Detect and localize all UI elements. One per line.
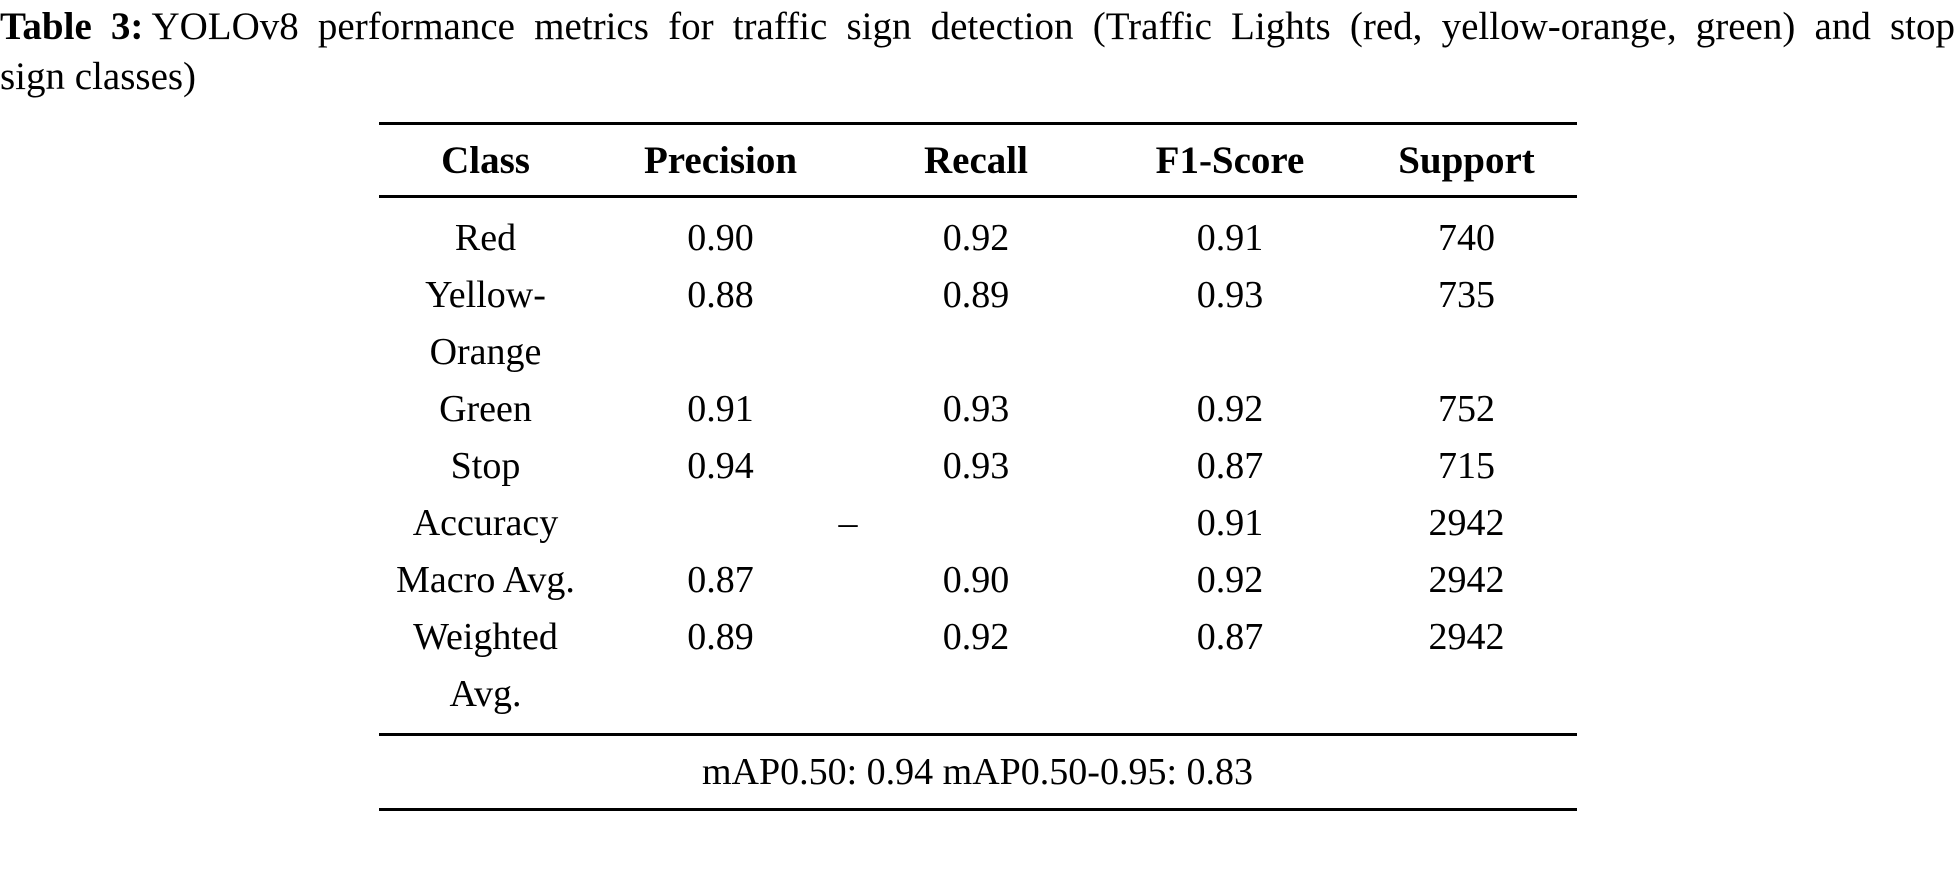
row-accuracy: Accuracy – 0.91 2942 [379,495,1577,552]
cell-class: Green [439,388,532,430]
cell-recall: 0.90 [942,559,1010,601]
cell-support: 2942 [1428,559,1505,601]
table-header: Class Precision Recall F1-Score Support [378,124,1577,197]
cell-precision: 0.88 [687,274,754,316]
cell-f1: 0.92 [1196,559,1264,601]
cell-f1: 0.91 [1196,502,1264,544]
cell-class: Macro Avg. [396,559,575,601]
cell-recall: 0.93 [942,445,1010,487]
caption-line-1: Table 3: YOLOv8 performance metrics for t… [0,2,1955,52]
row-red: Red 0.90 0.92 0.91 740 [379,197,1577,268]
table-footer: mAP0.50: 0.94 mAP0.50-0.95: 0.83 [378,734,1577,810]
cell-precision: 0.94 [687,445,754,487]
cell-precision: 0.90 [687,217,754,259]
cell-f1: 0.87 [1196,616,1264,658]
row-yellow-orange: Yellow-Orange 0.88 0.89 0.93 735 [379,267,1577,381]
header-precision: Precision [643,138,798,182]
caption-line-2: sign classes) [0,55,197,98]
table-body: Red 0.90 0.92 0.91 740 Yellow-Orange 0.8… [379,197,1577,735]
row-stop: Stop 0.94 0.93 0.87 715 [379,438,1577,495]
cell-precision: 0.87 [687,559,754,601]
cell-f1: 0.87 [1196,445,1264,487]
cell-precision: 0.91 [687,388,754,430]
row-macro-avg: Macro Avg. 0.87 0.90 0.92 2942 [379,552,1577,609]
cell-class: Yellow-Orange [425,274,546,373]
cell-recall: 0.92 [942,616,1010,658]
caption-label: Table 3: [0,5,144,48]
cell-f1: 0.93 [1196,274,1264,316]
row-weighted-avg: Weighted Avg. 0.89 0.92 0.87 2942 [379,609,1577,735]
table-caption: Table 3: YOLOv8 performance metrics for t… [0,0,1955,102]
cell-support: 752 [1438,388,1495,430]
caption-text-line1: YOLOv8 performance metrics for traffic s… [151,5,1955,48]
cell-recall: 0.93 [942,388,1010,430]
cell-precision: 0.89 [687,616,754,658]
header-row: Class Precision Recall F1-Score Support [378,124,1577,197]
footer-row: mAP0.50: 0.94 mAP0.50-0.95: 0.83 [378,734,1577,810]
cell-recall: 0.92 [942,217,1010,259]
row-green: Green 0.91 0.93 0.92 752 [379,381,1577,438]
cell-recall: 0.89 [942,274,1010,316]
map-summary: mAP0.50: 0.94 mAP0.50-0.95: 0.83 [701,751,1254,793]
cell-f1: 0.91 [1196,217,1264,259]
cell-support: 2942 [1428,502,1505,544]
cell-f1: 0.92 [1196,388,1264,430]
cell-support: 715 [1438,445,1495,487]
cell-class: Red [454,217,517,259]
header-recall: Recall [924,138,1028,182]
header-class: Class [441,138,530,182]
metrics-table: Class Precision Recall F1-Score Support … [378,122,1577,811]
cell-support: 2942 [1428,616,1505,658]
accuracy-dash-cell: – [838,502,858,544]
cell-class: Stop [450,445,521,487]
header-f1-score: F1-Score [1155,138,1305,182]
cell-support: 735 [1438,274,1495,316]
cell-class: Accuracy [412,502,559,544]
header-support: Support [1398,138,1535,182]
cell-class: Weighted Avg. [413,616,558,715]
cell-support: 740 [1438,217,1495,259]
